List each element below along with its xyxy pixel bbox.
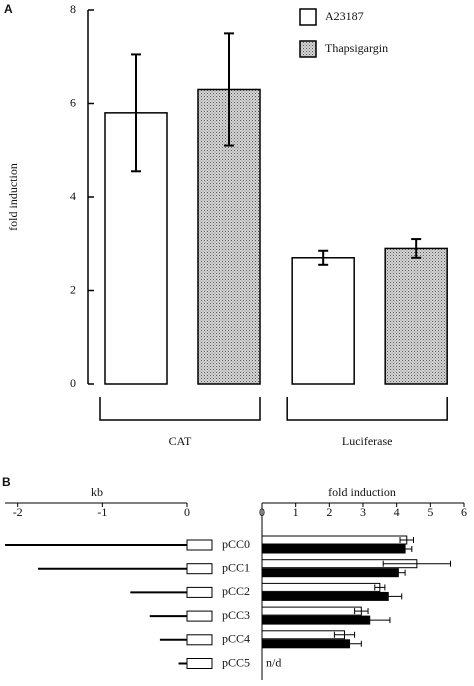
reporter-box	[186, 539, 213, 551]
bar	[261, 606, 362, 616]
row-label: pCC2	[222, 584, 250, 598]
legend-label: A23187	[325, 9, 364, 23]
row-label: pCC1	[222, 560, 250, 574]
row-label: pCC3	[222, 608, 250, 622]
x-tick-label: CAT	[169, 434, 192, 448]
y-tick-label: 8	[70, 2, 76, 16]
y-axis-label: fold induction	[6, 163, 20, 231]
bar	[261, 582, 381, 592]
x-tick-label: 5	[427, 505, 433, 519]
bar	[261, 591, 389, 601]
panel-label: B	[2, 475, 11, 489]
row-label: pCC4	[222, 632, 250, 646]
reporter-box	[186, 563, 213, 575]
panel-label: A	[4, 2, 13, 16]
y-tick-label: 6	[70, 95, 76, 109]
x-axis-label: fold induction	[328, 485, 396, 499]
x-axis-label: kb	[91, 485, 103, 499]
x-tick-label: 0	[259, 505, 265, 519]
bar	[261, 544, 406, 554]
x-tick-label: 2	[326, 505, 332, 519]
y-tick-label: 2	[70, 282, 76, 296]
bar	[261, 630, 345, 640]
x-tick-label: 0	[184, 505, 190, 519]
bar	[261, 535, 408, 545]
y-tick-label: 0	[70, 376, 76, 390]
x-tick-label: Luciferase	[342, 434, 393, 448]
y-tick-label: 4	[70, 189, 76, 203]
reporter-box	[186, 586, 213, 598]
legend-label: Thapsigargin	[325, 41, 388, 55]
x-tick-label: 4	[394, 505, 400, 519]
x-tick-label: -1	[97, 505, 107, 519]
bracket	[286, 397, 448, 421]
reporter-box	[186, 634, 213, 646]
row-label: pCC0	[222, 537, 250, 551]
x-tick-label: 6	[461, 505, 467, 519]
legend-swatch	[299, 40, 317, 58]
legend-swatch	[299, 8, 317, 26]
row-label: pCC5	[222, 655, 250, 669]
bar	[261, 568, 399, 578]
bar	[291, 257, 355, 385]
bracket	[99, 397, 261, 421]
reporter-box	[186, 610, 213, 622]
reporter-box	[186, 658, 213, 669]
bar	[384, 247, 448, 385]
x-tick-label: 3	[360, 505, 366, 519]
annotation: n/d	[266, 655, 281, 669]
x-tick-label: -2	[13, 505, 23, 519]
x-tick-label: 1	[293, 505, 299, 519]
bar	[261, 639, 351, 649]
